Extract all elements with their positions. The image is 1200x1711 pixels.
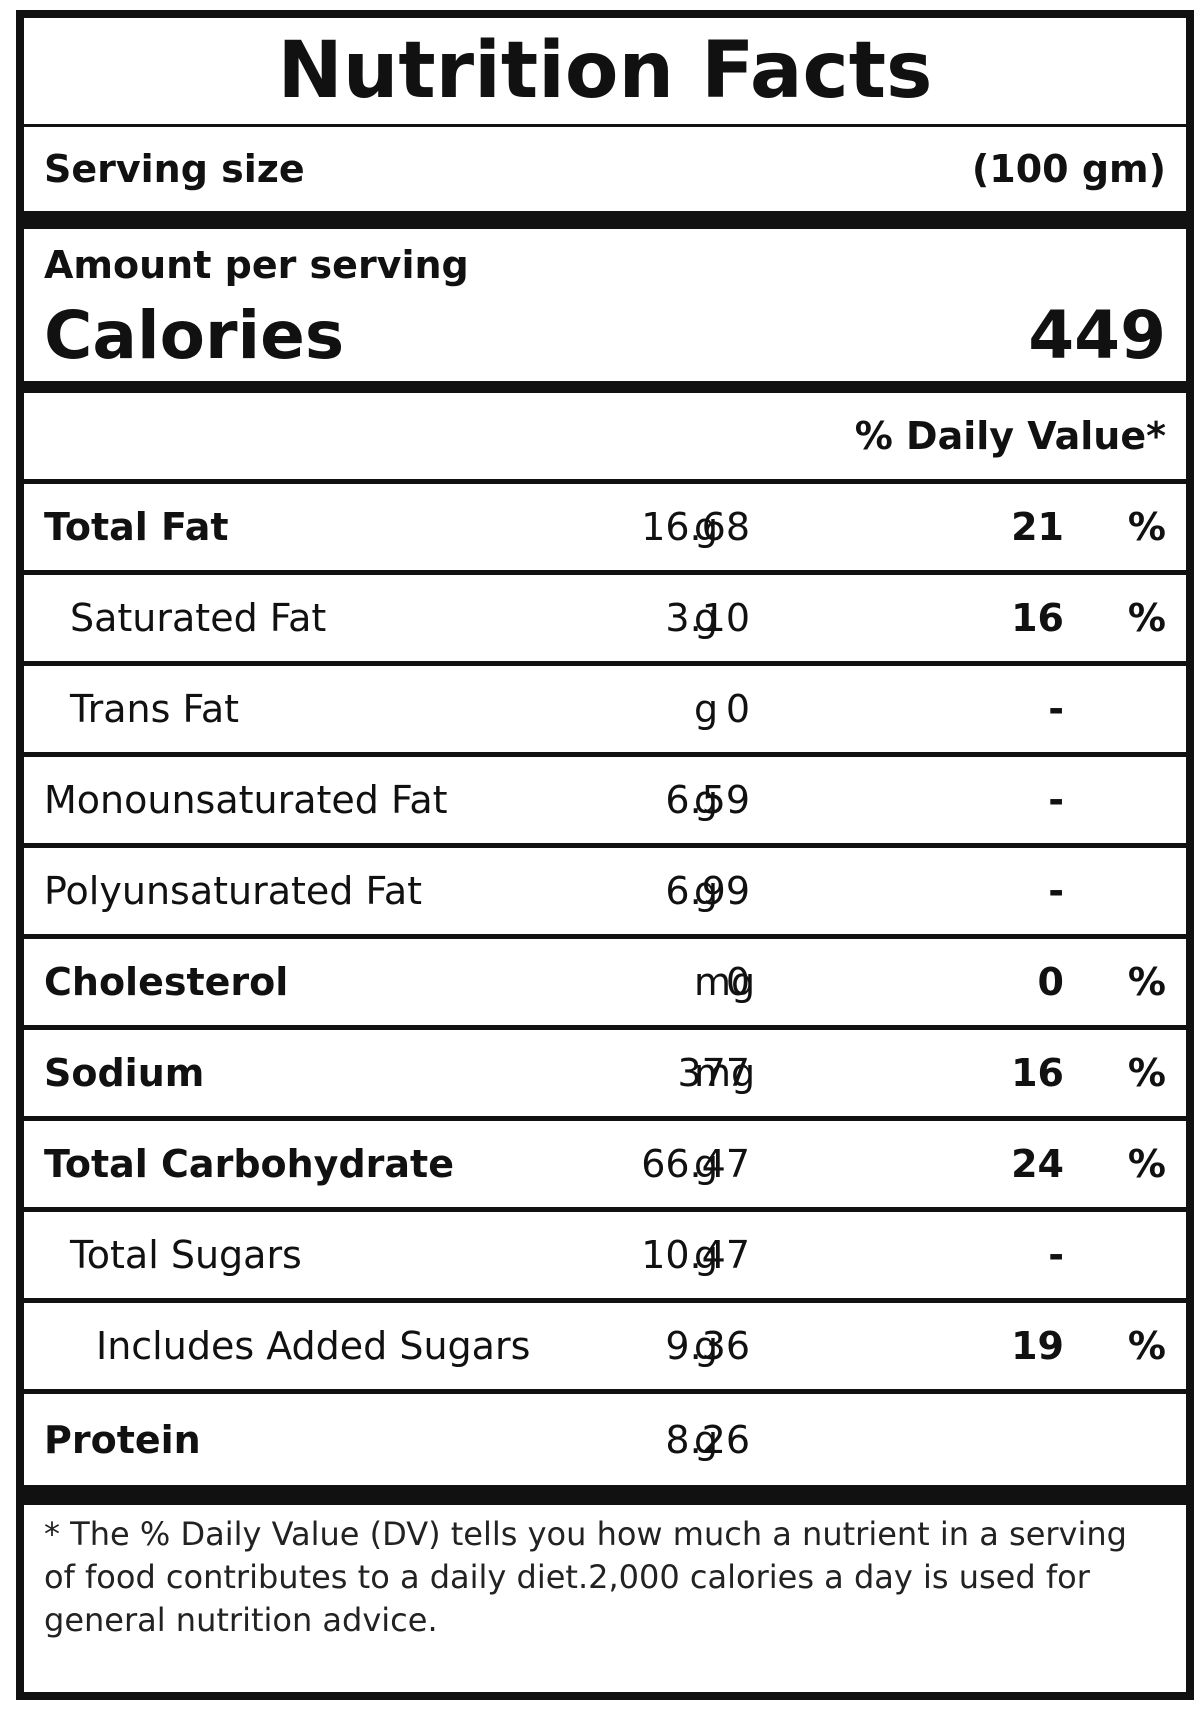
nutrient-unit: g (694, 778, 719, 822)
nutrient-name: Includes Added Sugars (96, 1324, 531, 1368)
nutrient-daily-value: - (1048, 1233, 1064, 1277)
nutrient-unit: g (694, 1233, 719, 1277)
nutrient-name: Saturated Fat (70, 596, 327, 640)
nutrient-unit: mg (694, 1051, 756, 1095)
nutrient-amount: 6.59 (665, 778, 750, 822)
nutrient-amount: 0 (725, 960, 750, 1004)
nutrient-amount: 0 (725, 687, 750, 731)
nutrient-row-total-sugars: Total Sugars 10.47 g - (24, 1212, 1186, 1303)
nutrient-unit: g (694, 869, 719, 913)
nutrient-daily-value: - (1048, 687, 1064, 731)
calories-value: 449 (1028, 297, 1166, 374)
nutrient-row-protein: Protein 8.26 g (24, 1394, 1186, 1485)
nutrient-row-sodium: Sodium 377 mg 16 % (24, 1030, 1186, 1121)
nutrient-amount: 377 (677, 1051, 750, 1095)
percent-sign: % (1127, 960, 1166, 1004)
nutrient-daily-value: 21 (1011, 505, 1064, 549)
nutrient-amount: 16.68 (641, 505, 750, 549)
nutrient-unit: mg (694, 960, 756, 1004)
nutrient-amount: 8.26 (665, 1417, 750, 1462)
percent-sign: % (1127, 596, 1166, 640)
nutrient-row-cholesterol: Cholesterol 0 mg 0 % (24, 939, 1186, 1030)
percent-sign: % (1127, 1142, 1166, 1186)
label-title: Nutrition Facts (24, 18, 1186, 127)
nutrient-amount: 3.10 (665, 596, 750, 640)
nutrient-amount: 66.47 (641, 1142, 750, 1186)
percent-sign: % (1127, 1324, 1166, 1368)
nutrient-daily-value: 19 (1011, 1324, 1064, 1368)
calories-label: Calories (44, 297, 345, 374)
nutrient-daily-value: 0 (1037, 960, 1064, 1004)
nutrient-name: Sodium (44, 1051, 205, 1095)
nutrient-unit: g (694, 687, 719, 731)
nutrient-unit: g (694, 1324, 719, 1368)
nutrient-name: Total Fat (44, 505, 229, 549)
nutrient-unit: g (694, 1142, 719, 1186)
nutrition-facts-label: Nutrition Facts Serving size (100 gm) Am… (16, 10, 1194, 1700)
nutrient-name: Trans Fat (70, 687, 240, 731)
nutrient-daily-value: 24 (1011, 1142, 1064, 1186)
nutrient-name: Cholesterol (44, 960, 289, 1004)
calories-block: Amount per serving Calories 449 (24, 229, 1186, 381)
percent-sign: % (1127, 505, 1166, 549)
amount-per-serving: Amount per serving (44, 243, 469, 287)
divider-medium (24, 381, 1186, 393)
nutrient-row-saturated-fat: Saturated Fat 3.10 g 16 % (24, 575, 1186, 666)
nutrient-daily-value: - (1048, 869, 1064, 913)
nutrient-name: Protein (44, 1417, 201, 1462)
nutrient-row-total-carbohydrate: Total Carbohydrate 66.47 g 24 % (24, 1121, 1186, 1212)
serving-size-label: Serving size (44, 147, 305, 191)
percent-sign: % (1127, 1051, 1166, 1095)
nutrient-unit: g (694, 596, 719, 640)
serving-size-value: (100 gm) (971, 147, 1166, 191)
serving-size-row: Serving size (100 gm) (24, 127, 1186, 211)
nutrient-amount: 10.47 (641, 1233, 750, 1277)
nutrient-unit: g (694, 1417, 719, 1462)
calories-row: Calories 449 (44, 297, 1166, 374)
daily-value-header: % Daily Value* (24, 393, 1186, 484)
nutrient-amount: 6.99 (665, 869, 750, 913)
nutrient-row-added-sugars: Includes Added Sugars 9.36 g 19 % (24, 1303, 1186, 1394)
nutrient-row-polyunsaturated-fat: Polyunsaturated Fat 6.99 g - (24, 848, 1186, 939)
nutrient-daily-value: 16 (1011, 596, 1064, 640)
nutrient-row-trans-fat: Trans Fat 0 g - (24, 666, 1186, 757)
nutrient-row-monounsaturated-fat: Monounsaturated Fat 6.59 g - (24, 757, 1186, 848)
nutrient-amount: 9.36 (665, 1324, 750, 1368)
nutrient-name: Polyunsaturated Fat (44, 869, 423, 913)
nutrient-daily-value: - (1048, 778, 1064, 822)
nutrient-unit: g (694, 505, 719, 549)
footnote: * The % Daily Value (DV) tells you how m… (44, 1515, 1127, 1639)
nutrient-name: Monounsaturated Fat (44, 778, 448, 822)
nutrient-daily-value: 16 (1011, 1051, 1064, 1095)
nutrient-row-total-fat: Total Fat 16.68 g 21 % (24, 484, 1186, 575)
nutrient-name: Total Carbohydrate (44, 1142, 454, 1186)
divider-thick (24, 211, 1186, 229)
nutrient-name: Total Sugars (70, 1233, 302, 1277)
divider-footer (24, 1485, 1186, 1505)
